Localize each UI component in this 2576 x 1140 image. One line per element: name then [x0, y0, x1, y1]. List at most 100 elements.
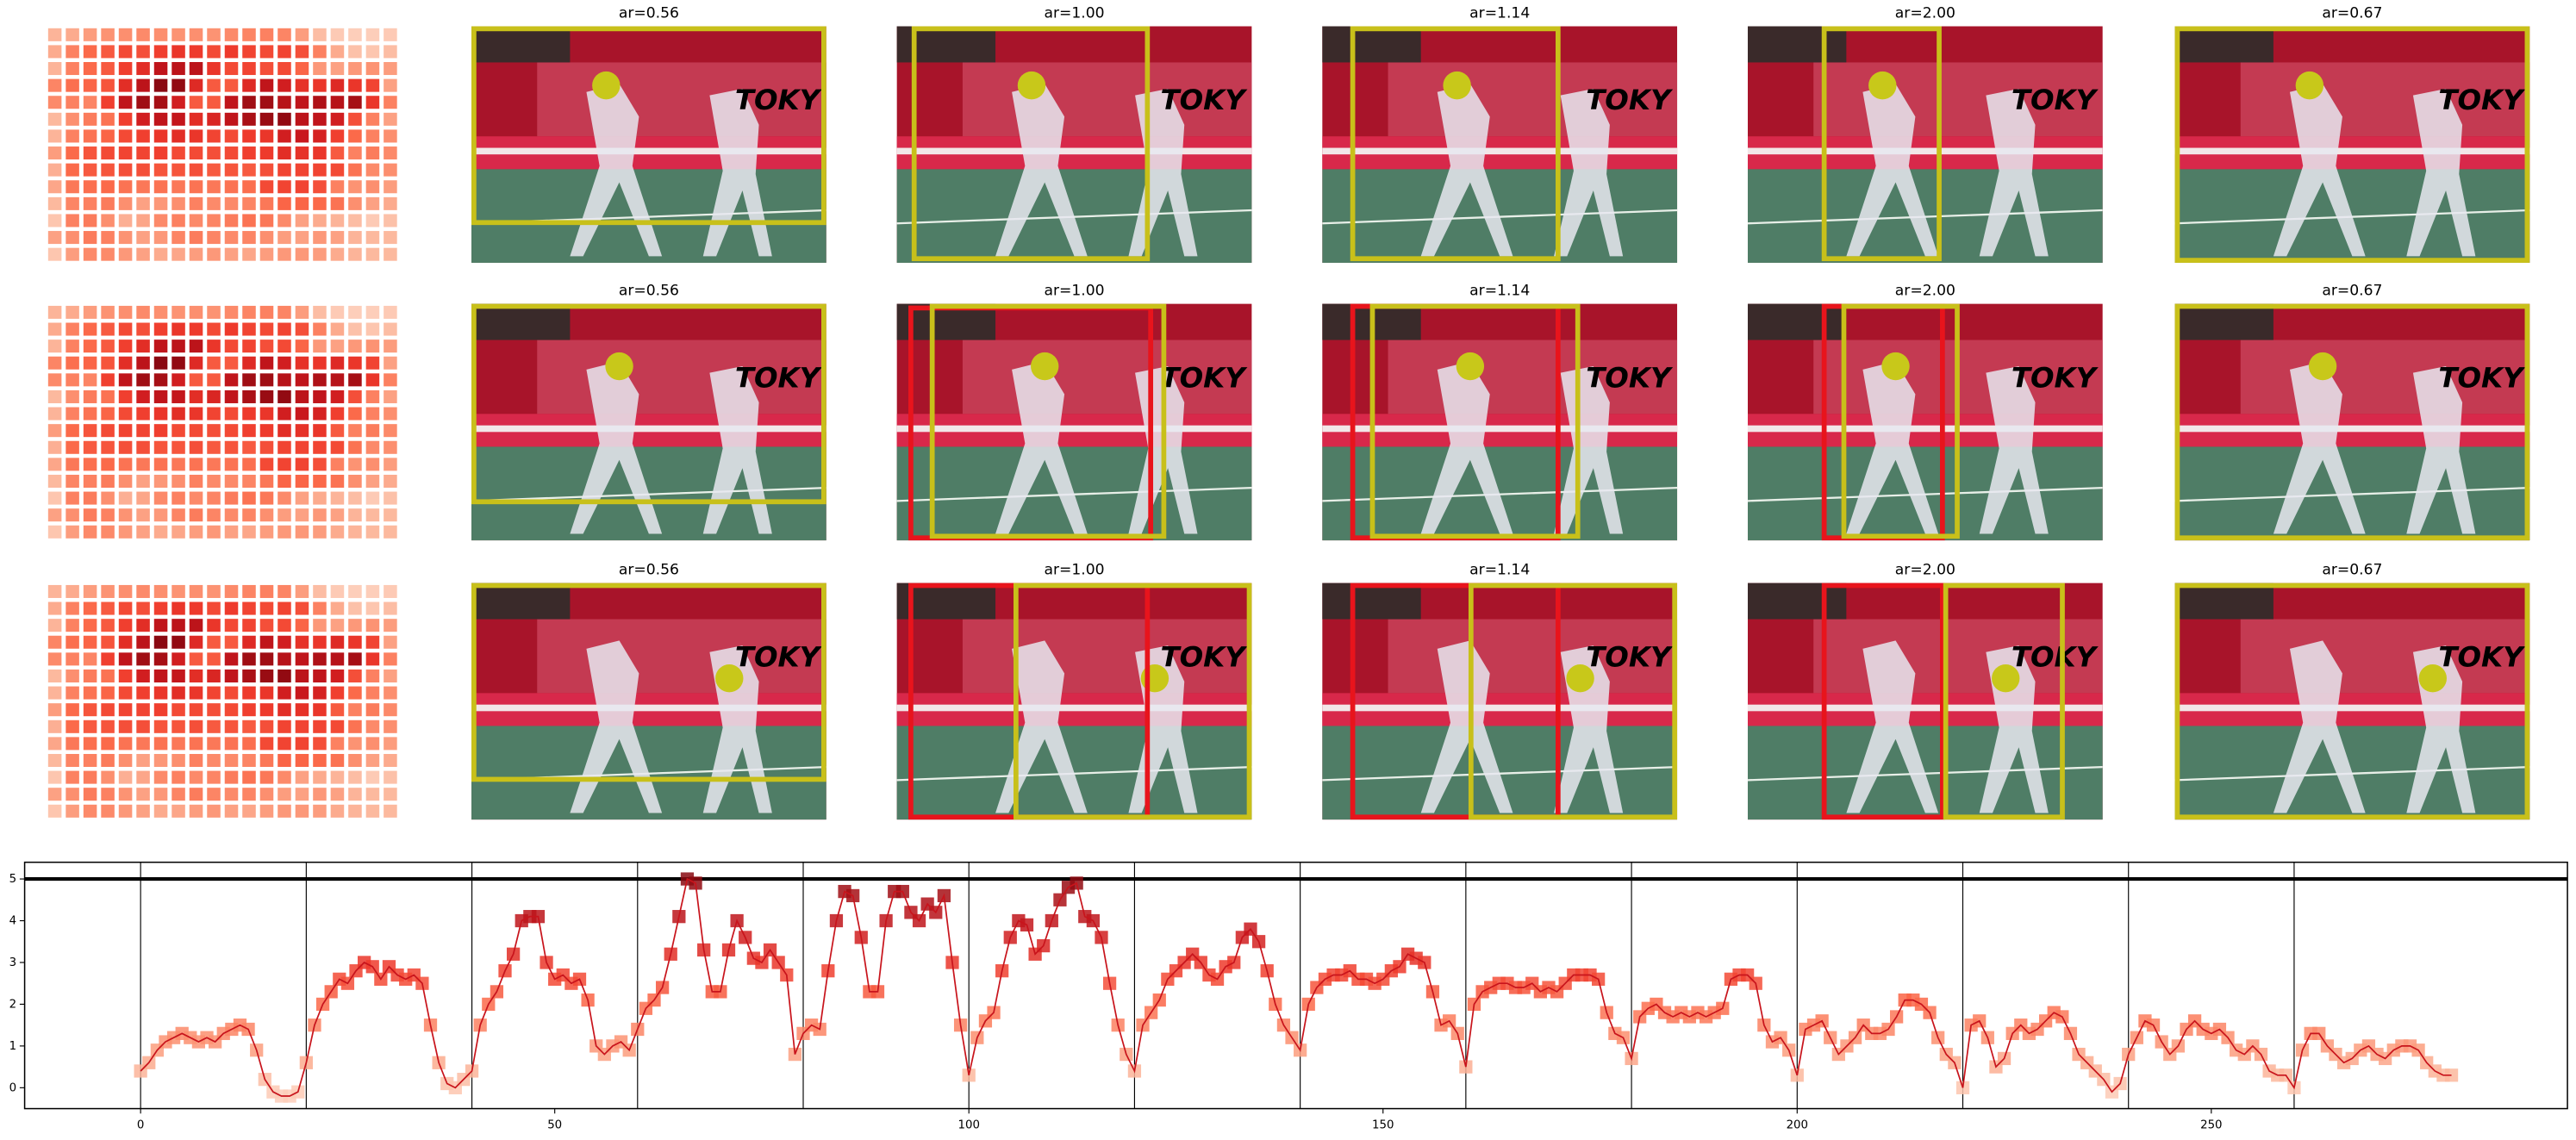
heatmap-cell: [47, 669, 62, 682]
heatmap-cell: [47, 652, 62, 666]
heatmap-cell: [83, 196, 97, 210]
player-left: [2273, 84, 2366, 257]
heatmap-cell: [172, 305, 185, 319]
heatmap-cell: [172, 407, 185, 420]
heatmap-cell: [242, 686, 256, 700]
heatmap-cell: [189, 96, 203, 109]
heatmap-cell: [259, 356, 274, 370]
heatmap-cell: [118, 78, 133, 92]
heatmap-cell: [47, 112, 62, 126]
heatmap-cell: [83, 635, 97, 649]
heatmap-cell: [172, 652, 185, 666]
tokyo-sign: TOKY: [2438, 361, 2526, 394]
heatmap-cell: [83, 96, 97, 109]
heatmap-cell: [207, 45, 221, 59]
heatmap-cell: [384, 45, 397, 59]
heatmap-cell: [207, 373, 221, 387]
heatmap-cell: [172, 491, 185, 505]
heatmap-cell: [101, 669, 115, 682]
heatmap-cell: [242, 525, 256, 539]
heatmap-cell: [101, 196, 115, 210]
heatmap-cell: [224, 474, 239, 488]
heatmap-cell: [295, 508, 309, 522]
x-tick-label: 150: [1372, 1119, 1394, 1132]
heatmap-cell: [65, 788, 79, 801]
heatmap-cell: [330, 770, 345, 784]
candidate-box: [1821, 582, 1945, 820]
heatmap-cell: [207, 491, 221, 505]
heatmap-cell: [47, 737, 62, 751]
heatmap-cell: [207, 508, 221, 522]
panel-title: ar=2.00: [1895, 561, 1955, 578]
crop-box: [929, 303, 1167, 539]
heatmap-cell: [295, 584, 309, 598]
heatmap-cell: [348, 652, 362, 666]
heatmap-cell: [136, 196, 150, 210]
photo-net: [1747, 704, 2103, 712]
heatmap-cell: [207, 196, 221, 210]
heatmap-cell: [295, 389, 309, 403]
heatmap-cell: [83, 601, 97, 615]
heatmap-cell: [47, 458, 62, 471]
heatmap-cell: [83, 146, 97, 160]
heatmap-cell: [189, 491, 203, 505]
heatmap-cell: [313, 78, 327, 92]
heatmap-cell: [348, 389, 362, 403]
heatmap-cell: [365, 129, 380, 143]
heatmap-cell: [330, 163, 345, 177]
heatmap-cell: [65, 703, 79, 717]
heatmap-cell: [207, 214, 221, 227]
tokyo-sign: TOKY: [2012, 640, 2099, 673]
heatmap-cell: [136, 584, 150, 598]
player-left: [1846, 84, 1939, 257]
heatmap-cell: [189, 737, 203, 751]
heatmap-cell: [207, 525, 221, 539]
photo-banner: [1388, 62, 1678, 137]
heatmap-cell: [47, 389, 62, 403]
heatmap-cell: [207, 356, 221, 370]
heatmap-cell: [278, 407, 291, 420]
heatmap-cell: [242, 804, 256, 818]
heatmap-cell: [259, 737, 274, 751]
heatmap-cell: [295, 525, 309, 539]
heatmap-cell: [295, 737, 309, 751]
heatmap-cell: [101, 619, 115, 632]
heatmap-cell: [278, 525, 291, 539]
heatmap-cell: [384, 491, 397, 505]
heatmap-cell: [172, 737, 185, 751]
photo-panel: TOKY: [2174, 303, 2530, 541]
heatmap-cell: [136, 231, 150, 245]
heatmap-cell: [224, 458, 239, 471]
heatmap-cell: [313, 458, 327, 471]
target-dot: [2295, 71, 2324, 100]
heatmap-cell: [384, 720, 397, 733]
heatmap-cell: [384, 652, 397, 666]
heatmap-cell: [295, 720, 309, 733]
heatmap-cell: [330, 373, 345, 387]
heatmap-cell: [189, 770, 203, 784]
heatmap-cell: [153, 356, 168, 370]
heatmap-cell: [136, 112, 150, 126]
x-tick-label: 200: [1787, 1119, 1808, 1132]
heatmap-cell: [278, 491, 291, 505]
heatmap-cell: [189, 440, 203, 454]
heatmap-cell: [47, 96, 62, 109]
heatmap-cell: [348, 753, 362, 768]
player-right: [1979, 366, 2049, 534]
photo-stands: [1747, 26, 1847, 63]
heatmap-cell: [136, 491, 150, 505]
crop-box: [471, 303, 826, 505]
heatmap-cell: [384, 788, 397, 801]
heatmap-cell: [365, 753, 380, 768]
heatmap-cell: [242, 669, 256, 682]
heatmap-cell: [365, 440, 380, 454]
heatmap-cell: [278, 584, 291, 598]
heatmap-cell: [136, 601, 150, 615]
heatmap-cell: [330, 703, 345, 717]
heatmap-cell: [118, 340, 133, 353]
heatmap-cell: [330, 440, 345, 454]
heatmap-cell: [330, 356, 345, 370]
photo-net: [2174, 425, 2530, 433]
photo-stands: [1322, 582, 1421, 620]
